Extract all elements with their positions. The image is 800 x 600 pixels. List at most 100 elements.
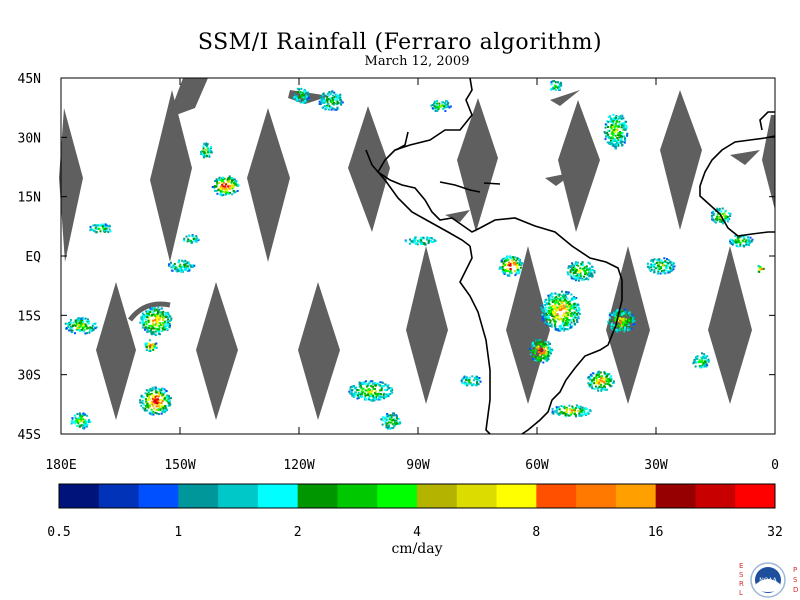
rain-cell xyxy=(101,225,104,228)
rain-cell xyxy=(237,184,240,186)
rain-cell xyxy=(439,104,442,107)
rain-cell xyxy=(69,327,72,330)
rain-cell xyxy=(154,396,157,398)
rain-cell xyxy=(326,98,328,101)
rain-cell xyxy=(558,318,561,321)
rain-cell xyxy=(148,393,151,396)
rain-cell xyxy=(609,117,612,120)
rain-cell xyxy=(704,361,707,363)
rain-cell xyxy=(670,264,673,266)
rain-cell xyxy=(613,128,616,131)
rain-cell xyxy=(333,97,336,100)
rain-cell xyxy=(537,347,540,350)
rain-cell xyxy=(368,381,371,384)
rain-cell xyxy=(566,317,569,320)
rain-cell xyxy=(183,261,186,264)
rain-cell xyxy=(624,137,626,140)
rain-cell xyxy=(340,103,343,106)
rain-cell xyxy=(617,317,620,320)
rain-cell xyxy=(614,315,617,318)
rain-cell xyxy=(360,390,363,393)
rain-cell xyxy=(559,309,562,312)
rain-cell xyxy=(721,213,724,216)
rain-cell xyxy=(609,136,612,139)
rain-cell xyxy=(221,177,224,180)
rain-cell xyxy=(87,419,90,422)
rain-cell xyxy=(591,387,594,390)
rain-cell xyxy=(607,133,610,136)
rain-cell xyxy=(84,332,87,335)
rain-cell xyxy=(616,139,619,142)
rain-cell xyxy=(74,332,76,335)
rain-cell xyxy=(235,180,238,183)
rain-cell xyxy=(161,322,164,325)
rain-cell xyxy=(549,319,552,322)
rain-cell xyxy=(545,318,548,321)
rain-cell xyxy=(664,272,667,275)
rain-cell xyxy=(304,90,307,93)
rain-cell xyxy=(89,229,92,232)
rain-cell xyxy=(361,381,364,384)
rain-cell xyxy=(76,413,79,416)
rain-cell xyxy=(742,236,745,239)
rain-cell xyxy=(617,142,620,144)
rain-cell xyxy=(617,125,620,128)
rain-cell xyxy=(68,329,71,332)
rain-cell xyxy=(695,361,698,364)
rain-cell xyxy=(743,245,746,248)
rain-cell xyxy=(652,259,655,262)
rain-cell xyxy=(151,327,153,330)
rain-cell xyxy=(169,315,172,318)
rain-cell xyxy=(145,318,148,321)
rain-cell xyxy=(72,321,75,324)
rain-cell xyxy=(609,379,612,382)
rain-cell xyxy=(554,297,557,300)
rain-cell xyxy=(91,228,94,231)
rain-cell xyxy=(75,420,78,423)
rain-cell xyxy=(156,412,158,415)
rain-cell xyxy=(229,185,232,188)
swath-gap xyxy=(128,301,171,322)
rain-cell xyxy=(612,118,615,120)
rain-cell xyxy=(360,386,363,389)
rain-cell xyxy=(541,313,544,316)
rain-cell xyxy=(607,129,610,132)
rain-cell xyxy=(663,257,666,260)
rain-cell xyxy=(612,380,615,383)
rain-cell xyxy=(468,381,471,384)
rain-cell xyxy=(567,311,570,314)
rain-cell xyxy=(628,323,630,326)
rain-cell xyxy=(573,271,575,274)
rain-cell xyxy=(395,415,398,418)
rain-cell xyxy=(155,391,158,394)
rain-cell xyxy=(585,265,588,268)
rain-cell xyxy=(600,383,602,386)
rain-cell xyxy=(714,221,717,224)
rain-cell xyxy=(166,311,169,314)
rain-cell xyxy=(716,218,719,221)
rain-cell xyxy=(153,399,156,402)
swath-gap xyxy=(545,172,575,186)
rain-cell xyxy=(739,245,742,248)
rain-cell xyxy=(153,309,156,312)
logo-letter-p: P xyxy=(793,566,797,574)
rain-cell xyxy=(354,387,357,390)
rain-cell xyxy=(544,318,546,321)
rain-cell xyxy=(476,382,479,385)
rain-cell xyxy=(376,394,379,397)
rain-cell xyxy=(664,269,667,272)
rain-cell xyxy=(93,224,96,227)
rain-cell xyxy=(540,357,543,360)
rain-cell xyxy=(351,388,354,391)
rain-cell xyxy=(592,378,595,381)
rain-cell xyxy=(618,115,621,118)
rain-cell xyxy=(149,412,152,415)
rain-cell xyxy=(577,311,580,314)
rain-cell xyxy=(570,275,573,278)
rain-cell xyxy=(624,128,627,131)
rain-cell xyxy=(556,328,559,331)
rain-cell xyxy=(554,304,557,307)
rain-cell xyxy=(323,105,326,108)
rain-cell xyxy=(542,319,545,322)
rain-cell xyxy=(142,323,145,326)
